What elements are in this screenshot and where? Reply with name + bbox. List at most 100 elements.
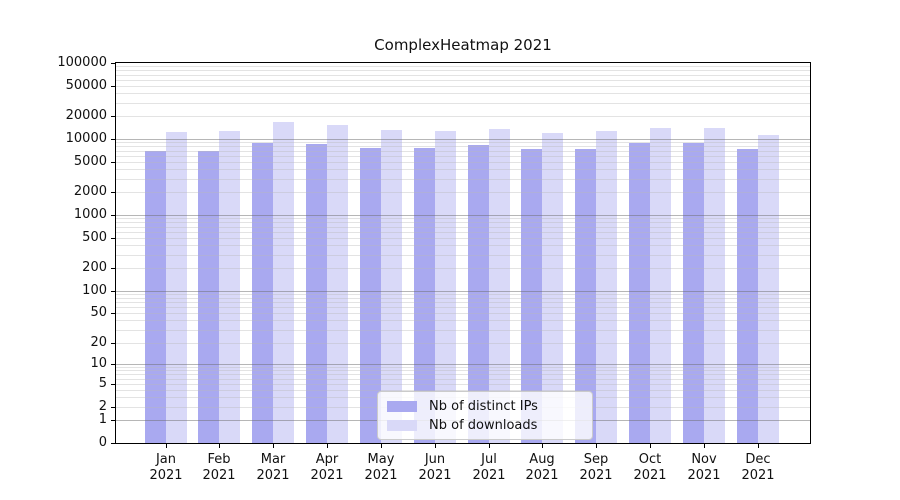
y-gridline-minor [116,75,810,76]
bar-distinct-ips [737,149,758,443]
x-tick-label: Mar 2021 [256,452,290,483]
x-tick-label: Feb 2021 [202,452,236,483]
x-tick-label: Jan 2021 [149,452,183,483]
bar-distinct-ips [252,143,273,443]
bar-distinct-ips [683,143,704,443]
y-tick-label: 5000 [73,154,107,169]
x-tick-label: May 2021 [364,452,398,483]
y-gridline-minor [116,302,810,303]
y-gridline-minor [116,192,810,193]
x-tick-mark [219,444,220,448]
y-tick-label: 500 [82,230,107,245]
y-gridline-minor [116,370,810,371]
legend-swatch-downloads [387,420,417,431]
legend-item-distinct-ips: Nb of distinct IPs [387,399,582,414]
bar-distinct-ips [306,144,327,443]
x-tick-mark [273,444,274,448]
y-gridline-minor [116,116,810,117]
bar-distinct-ips [145,151,166,443]
y-tick-label: 1000 [73,207,107,222]
y-gridline-major [116,139,810,140]
plot-area [115,62,811,444]
x-tick-mark [596,444,597,448]
y-tick-mark [111,86,115,87]
y-tick-label: 0 [98,435,107,450]
x-tick-mark [650,444,651,448]
x-tick-mark [381,444,382,448]
y-gridline-minor [116,227,810,228]
y-tick-label: 10000 [65,131,107,146]
y-tick-mark [111,268,115,269]
y-tick-label: 20000 [65,108,107,123]
x-tick-mark [166,444,167,448]
y-gridline-minor [116,222,810,223]
y-gridline-minor [116,151,810,152]
x-tick-label: Nov 2021 [687,452,721,483]
y-gridline-minor [116,86,810,87]
bar-downloads [273,122,294,443]
y-gridline-minor [116,146,810,147]
y-gridline-major [116,364,810,365]
y-tick-mark [111,384,115,385]
x-tick-mark [435,444,436,448]
x-tick-mark [758,444,759,448]
y-gridline-minor [116,255,810,256]
y-gridline-minor [116,384,810,385]
bar-downloads [435,131,456,443]
bar-downloads [650,128,671,443]
y-tick-label: 5 [98,376,107,391]
y-gridline-minor [116,268,810,269]
bar-downloads [542,133,563,443]
bar-distinct-ips [629,143,650,443]
bar-downloads [704,128,725,443]
y-gridline-minor [116,307,810,308]
x-tick-mark [489,444,490,448]
y-tick-mark [111,116,115,117]
y-tick-label: 100000 [57,55,107,70]
x-tick-label: Jun 2021 [418,452,452,483]
bar-distinct-ips [575,149,596,443]
legend-swatch-distinct-ips [387,401,417,412]
bar-downloads [758,135,779,443]
y-gridline-minor [116,66,810,67]
bar-distinct-ips [360,148,381,443]
bar-downloads [596,131,617,443]
x-tick-label: Dec 2021 [741,452,775,483]
y-gridline-minor [116,179,810,180]
y-tick-label: 10 [90,356,107,371]
legend-label-distinct-ips: Nb of distinct IPs [429,399,538,414]
y-gridline-minor [116,238,810,239]
x-tick-label: Oct 2021 [633,452,667,483]
y-gridline-minor [116,367,810,368]
y-tick-label: 200 [82,260,107,275]
y-tick-mark [111,407,115,408]
y-gridline-major [116,215,810,216]
y-tick-mark [111,291,115,292]
y-gridline-minor [116,232,810,233]
y-tick-label: 50 [90,305,107,320]
bar-distinct-ips [198,151,219,443]
y-tick-mark [111,63,115,64]
legend-label-downloads: Nb of downloads [429,418,538,433]
y-gridline-minor [116,313,810,314]
x-tick-label: Sep 2021 [579,452,613,483]
y-tick-label: 50000 [65,78,107,93]
y-gridline-minor [116,390,810,391]
y-tick-label: 20 [90,335,107,350]
y-tick-mark [111,343,115,344]
chart-title: ComplexHeatmap 2021 [374,36,552,54]
y-tick-mark [111,139,115,140]
y-gridline-minor [116,218,810,219]
y-tick-mark [111,238,115,239]
y-gridline-minor [116,169,810,170]
bar-downloads [327,125,348,443]
y-tick-mark [111,215,115,216]
y-gridline-minor [116,70,810,71]
legend-item-downloads: Nb of downloads [387,418,582,433]
y-tick-label: 100 [82,283,107,298]
y-gridline-minor [116,379,810,380]
y-gridline-major [116,291,810,292]
bar-distinct-ips [521,149,542,443]
y-tick-mark [111,443,115,444]
